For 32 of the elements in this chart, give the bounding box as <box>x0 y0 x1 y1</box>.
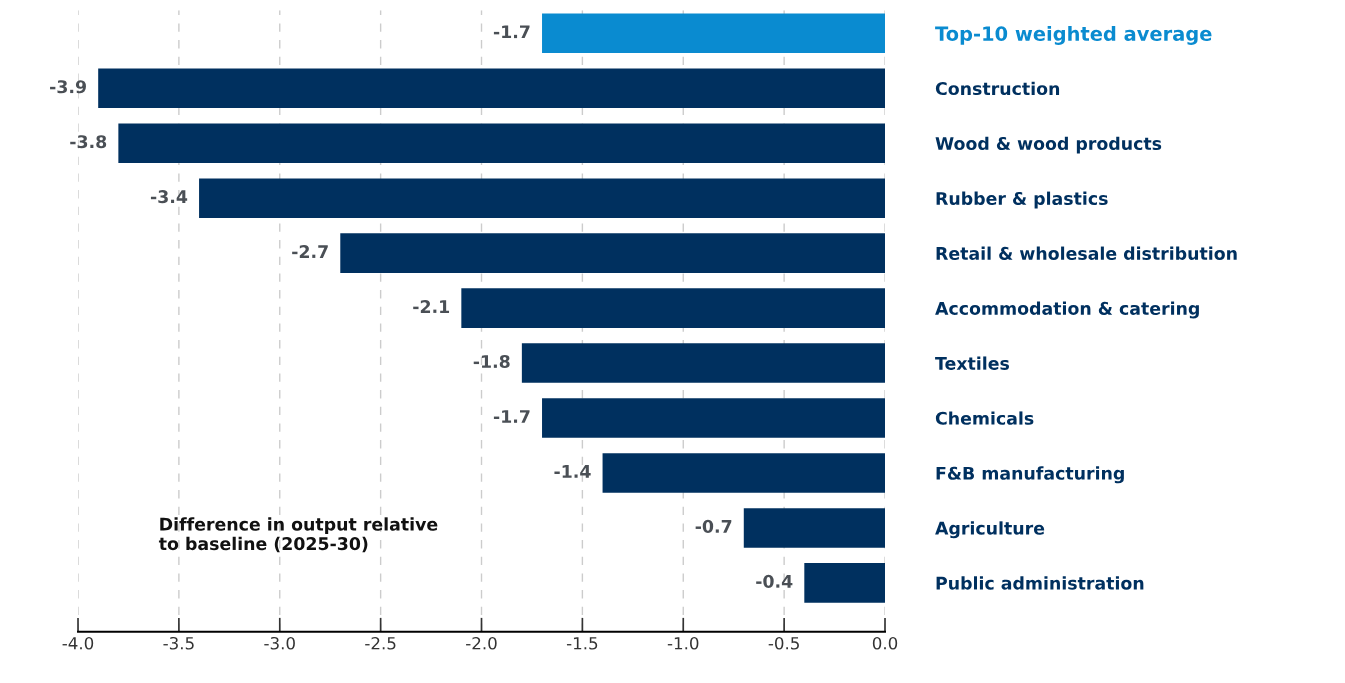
data-label: -1.7 <box>493 410 530 423</box>
x-tick-label: -1.0 <box>667 636 699 650</box>
x-tick-label: -4.0 <box>62 636 94 650</box>
data-label: -2.7 <box>292 245 328 258</box>
y-tick-label: Textiles <box>935 356 1010 370</box>
data-label: -3.4 <box>150 190 188 204</box>
data-label: -1.4 <box>554 465 591 478</box>
data-label: -0.4 <box>756 574 793 588</box>
y-tick-label: Accommodation & catering <box>935 301 1199 319</box>
y-tick-label: Chemicals <box>935 411 1034 425</box>
y-tick-label: Wood & wood products <box>935 136 1162 154</box>
y-tick-label: Construction <box>935 81 1060 96</box>
x-tick-label: -0.5 <box>768 636 799 650</box>
y-tick-label: Top-10 weighted average <box>935 25 1212 45</box>
data-label: -3.9 <box>50 80 86 94</box>
x-tick-label: -3.0 <box>264 636 295 650</box>
y-tick-label: Rubber & plastics <box>936 191 1108 209</box>
x-tick-label: -2.0 <box>466 636 497 650</box>
data-label: -1.7 <box>493 25 530 39</box>
annotation: Difference in output relative to baseline (2025-30) <box>158 517 438 553</box>
data-label: -0.7 <box>695 519 732 533</box>
y-tick-label: F&B manufacturing <box>936 466 1124 484</box>
x-tick-label: -2.5 <box>365 636 396 650</box>
x-tick-label: 0.0 <box>872 636 898 650</box>
y-tick-label: Retail & wholesale distribution <box>936 246 1237 260</box>
y-tick-label: Agriculture <box>935 521 1045 539</box>
data-label: -3.8 <box>70 135 107 149</box>
data-label: -1.8 <box>473 354 510 369</box>
data-label: -2.1 <box>413 300 450 313</box>
y-tick-label: Public administration <box>936 576 1144 590</box>
x-tick-label: -3.5 <box>163 636 194 650</box>
x-tick-label: -1.5 <box>566 637 598 650</box>
